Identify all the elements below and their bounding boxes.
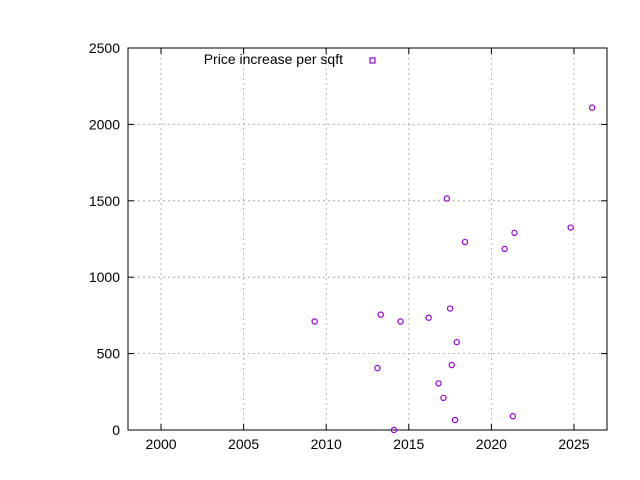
- data-point: [501, 245, 508, 253]
- data-point: [448, 361, 455, 369]
- data-point: [311, 318, 318, 325]
- y-tick-label: 0: [112, 422, 120, 438]
- x-tick-label: 2025: [558, 436, 589, 452]
- data-point: [397, 318, 404, 325]
- grid-lines: [128, 48, 607, 430]
- x-tick-label: 2000: [145, 436, 176, 452]
- x-tick-label: 2020: [476, 436, 507, 452]
- data-point: [440, 394, 447, 402]
- data-point: [509, 413, 517, 420]
- y-tick-label: 1000: [89, 269, 120, 285]
- y-tick-label: 2000: [89, 116, 120, 132]
- data-point: [567, 224, 574, 231]
- data-point: [443, 195, 450, 202]
- data-point: [425, 314, 432, 321]
- legend-label: Price increase per sqft: [204, 51, 343, 67]
- data-point: [390, 426, 398, 434]
- axis-ticks: 2000 2005 2010 2015 2020 2025 0 500 1000 1500 2000…: [89, 40, 607, 452]
- data-point: [461, 238, 469, 246]
- x-tick-label: 2015: [393, 436, 424, 452]
- data-point: [377, 311, 384, 318]
- data-point: [446, 305, 454, 312]
- data-point: [588, 104, 596, 111]
- data-point: [435, 380, 442, 387]
- legend-marker-icon: [369, 57, 376, 64]
- legend: Price increase per sqft: [204, 51, 376, 67]
- y-tick-label: 1500: [89, 193, 120, 209]
- y-tick-label: 2500: [89, 40, 120, 56]
- data-points: [311, 104, 596, 434]
- data-point: [453, 338, 460, 346]
- data-point: [374, 364, 381, 372]
- data-point: [511, 229, 518, 237]
- data-point: [451, 416, 459, 424]
- x-tick-label: 2010: [311, 436, 342, 452]
- x-tick-label: 2005: [228, 436, 259, 452]
- y-tick-label: 500: [97, 346, 121, 362]
- plot-area-border: [127, 47, 608, 431]
